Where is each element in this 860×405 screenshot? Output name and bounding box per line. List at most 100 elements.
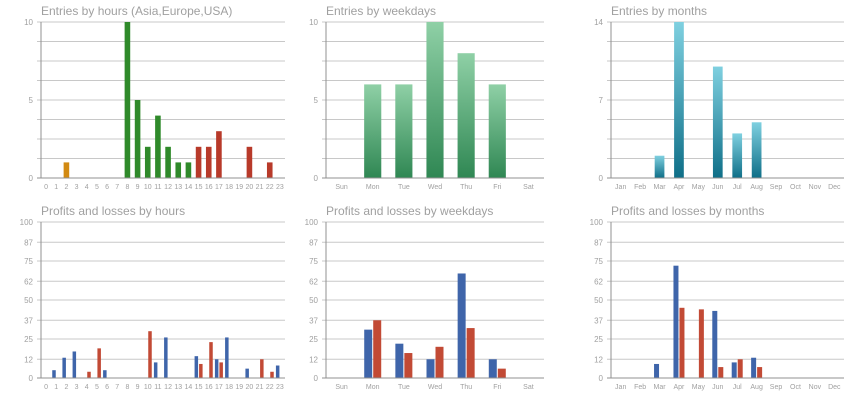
y-tick-label: 37 xyxy=(594,316,603,325)
bar xyxy=(364,84,382,178)
x-tick-label: 20 xyxy=(246,184,254,191)
bar-series-1 xyxy=(712,310,718,378)
chart-6: Profits and losses by months 0 12 25 37 50 62 7… xyxy=(590,204,844,391)
x-tick-label: Mon xyxy=(366,184,380,191)
x-tick-label: 1 xyxy=(54,184,58,191)
x-tick-label: Dec xyxy=(828,384,841,391)
x-tick-label: 21 xyxy=(256,184,264,191)
x-tick-label: 12 xyxy=(164,384,172,391)
bar xyxy=(751,122,762,178)
bar-series-2 xyxy=(97,348,101,378)
bar-series-2 xyxy=(466,328,475,378)
bar-series-2 xyxy=(698,309,704,378)
bar-series-2 xyxy=(199,363,203,378)
bar-series-2 xyxy=(270,371,274,378)
bar xyxy=(205,146,212,178)
x-tick-label: 5 xyxy=(95,184,99,191)
bar-series-1 xyxy=(426,359,435,378)
x-tick-label: Sun xyxy=(335,184,348,191)
y-tick-label: 25 xyxy=(594,335,603,344)
bar-series-2 xyxy=(219,362,223,378)
bar-series-1 xyxy=(673,265,679,378)
y-tick-label: 5 xyxy=(29,96,34,105)
bar-series-1 xyxy=(153,362,158,378)
y-tick-label: 50 xyxy=(309,296,318,305)
x-tick-label: 10 xyxy=(144,184,152,191)
x-tick-label: Dec xyxy=(828,184,841,191)
x-tick-label: Jul xyxy=(733,384,742,391)
x-tick-label: 14 xyxy=(185,384,193,391)
y-tick-label: 62 xyxy=(24,277,33,286)
x-tick-label: 3 xyxy=(75,184,79,191)
x-tick-label: 15 xyxy=(195,384,203,391)
y-tick-label: 75 xyxy=(24,257,33,266)
bar-series-1 xyxy=(225,337,229,378)
bar xyxy=(712,66,723,178)
x-tick-label: 17 xyxy=(215,384,223,391)
x-tick-label: 14 xyxy=(185,184,193,191)
chart-4: Profits and losses by hours0122537506275… xyxy=(20,204,285,391)
x-tick-label: 0 xyxy=(44,184,48,191)
bar-series-1 xyxy=(62,357,66,378)
bar xyxy=(488,84,506,178)
x-tick-label: Tue xyxy=(398,184,410,191)
bar xyxy=(63,162,70,178)
bar-series-1 xyxy=(52,370,56,378)
bar-series-2 xyxy=(87,371,91,378)
x-tick-label: 7 xyxy=(115,184,119,191)
bar-series-2 xyxy=(209,342,213,378)
bar-series-1 xyxy=(731,362,737,378)
bar-series-2 xyxy=(718,367,724,378)
bar-series-1 xyxy=(751,357,757,378)
bar-series-1 xyxy=(194,356,199,378)
x-tick-label: 13 xyxy=(174,184,182,191)
x-tick-label: 23 xyxy=(276,184,284,191)
bar xyxy=(654,155,665,178)
x-tick-label: 17 xyxy=(215,184,223,191)
x-tick-label: 18 xyxy=(225,184,233,191)
bar-series-1 xyxy=(457,273,466,378)
x-tick-label: 15 xyxy=(195,184,203,191)
x-tick-label: May xyxy=(692,184,706,191)
y-tick-label: 14 xyxy=(594,18,603,27)
chart-title: Profits and losses by months xyxy=(611,204,764,218)
bar-series-2 xyxy=(260,359,264,378)
x-tick-label: Sun xyxy=(335,384,348,391)
y-tick-label: 0 xyxy=(599,374,604,383)
x-tick-label: Sep xyxy=(770,384,783,391)
x-tick-label: Aug xyxy=(750,384,763,391)
x-tick-label: 20 xyxy=(246,384,254,391)
y-tick-label: 62 xyxy=(309,277,318,286)
y-tick-label: 0 xyxy=(314,174,319,183)
x-tick-label: Tue xyxy=(398,384,410,391)
x-tick-label: Apr xyxy=(674,184,686,191)
chart-2: Entries by weekdays 0 5 10 Sun Mon Tue Wed Thu Fr… xyxy=(309,4,544,191)
bar-series-1 xyxy=(214,359,219,378)
bar xyxy=(124,22,131,178)
x-tick-label: Feb xyxy=(634,184,646,191)
x-tick-label: 9 xyxy=(136,384,140,391)
y-tick-label: 0 xyxy=(29,374,34,383)
y-tick-label: 62 xyxy=(594,277,603,286)
x-tick-label: May xyxy=(692,384,706,391)
chart-title: Entries by hours (Asia,Europe,USA) xyxy=(41,4,232,18)
bar xyxy=(732,133,743,178)
bar xyxy=(195,146,202,178)
x-tick-label: 8 xyxy=(125,384,129,391)
bar xyxy=(426,22,444,178)
x-tick-label: 19 xyxy=(235,184,243,191)
x-tick-label: 3 xyxy=(75,384,79,391)
x-tick-label: Fri xyxy=(493,184,502,191)
x-tick-label: 5 xyxy=(95,384,99,391)
x-tick-label: 21 xyxy=(256,384,264,391)
x-tick-label: 6 xyxy=(105,184,109,191)
y-tick-label: 50 xyxy=(594,296,603,305)
x-tick-label: 23 xyxy=(276,384,284,391)
x-tick-label: 2 xyxy=(64,184,68,191)
bar-series-2 xyxy=(737,359,743,378)
x-tick-label: 8 xyxy=(125,184,129,191)
bar-series-2 xyxy=(757,367,763,378)
y-tick-label: 37 xyxy=(309,316,318,325)
